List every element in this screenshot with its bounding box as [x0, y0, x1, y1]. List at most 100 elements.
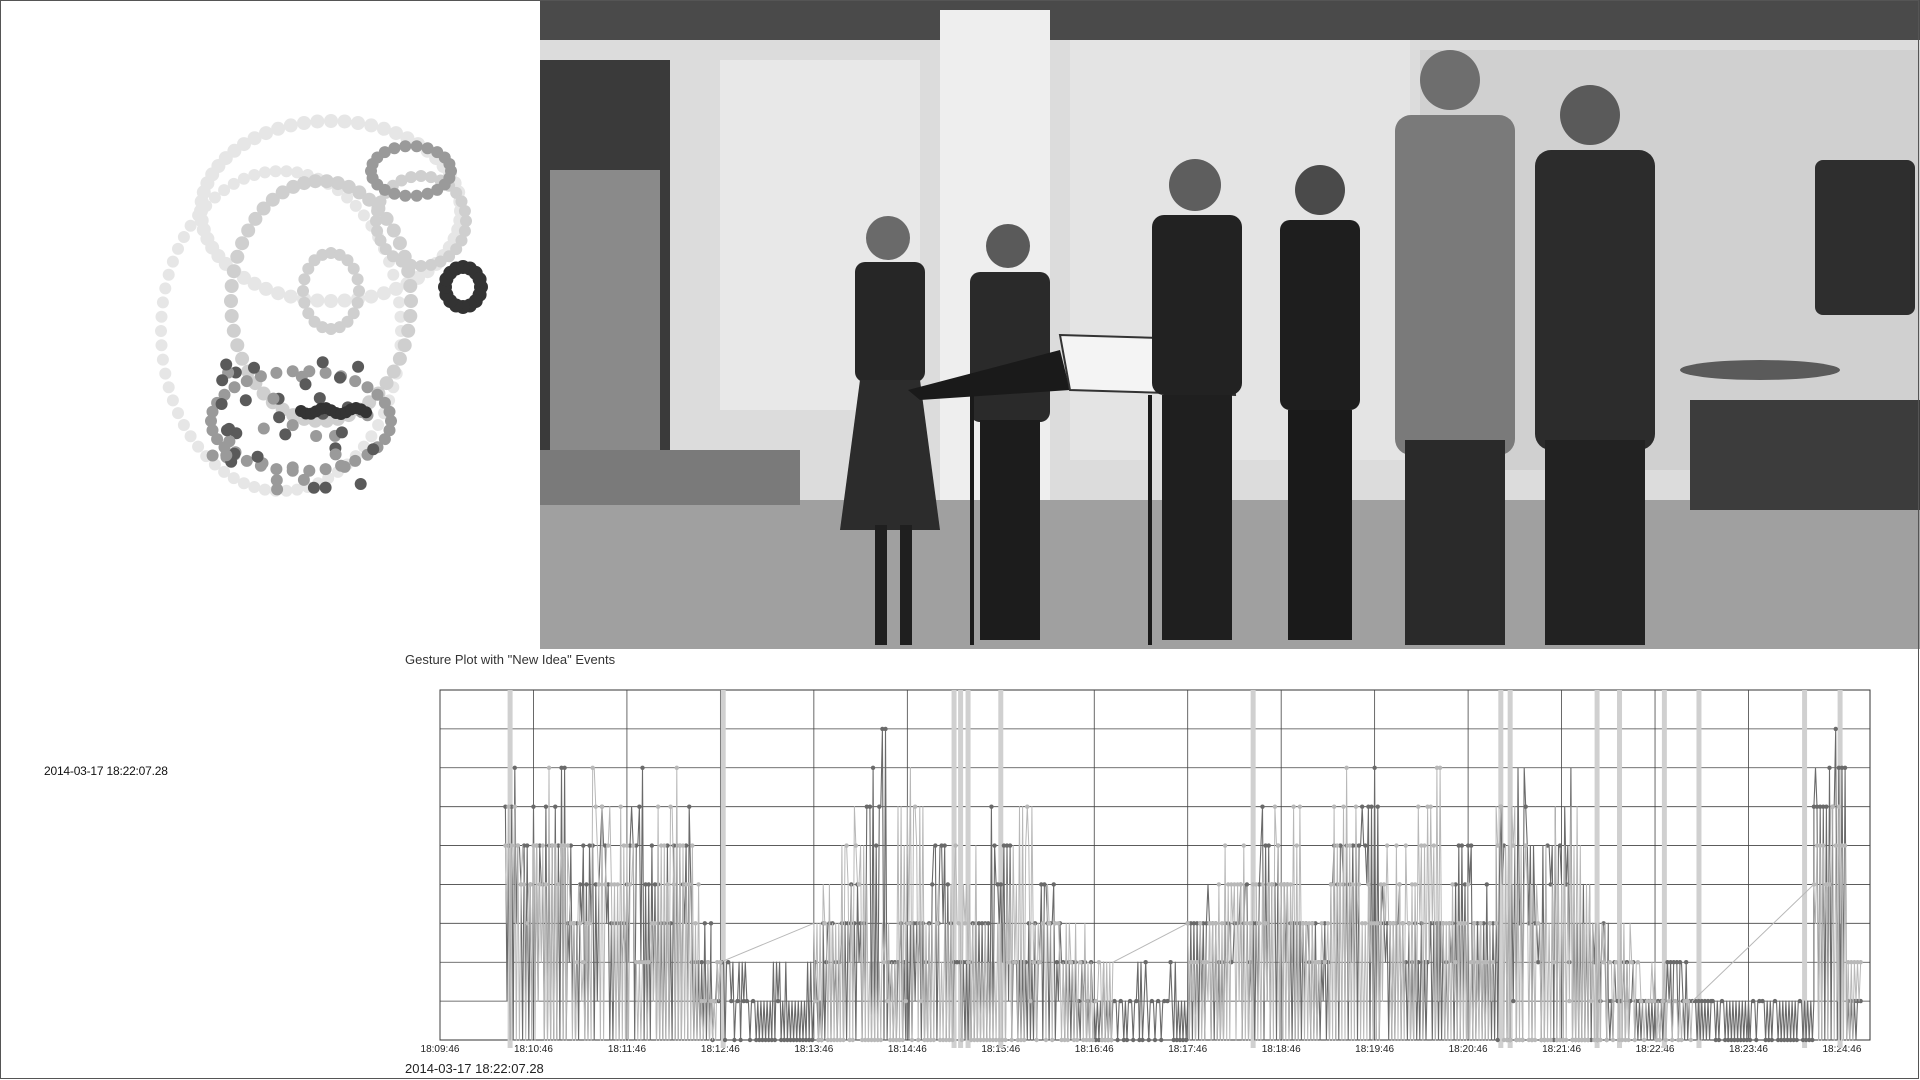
series-point	[1824, 882, 1829, 887]
series-point	[1713, 1037, 1718, 1043]
touch-point	[159, 282, 172, 295]
series-point	[1821, 804, 1826, 809]
series-point	[1699, 998, 1704, 1004]
x-tick-label: 18:12:46	[701, 1044, 740, 1055]
series-point	[1478, 921, 1483, 926]
series-point	[1673, 998, 1678, 1004]
series-point	[1666, 998, 1672, 1004]
series-point	[1254, 882, 1259, 887]
touch-point	[360, 406, 372, 419]
series-point	[1001, 843, 1007, 848]
touch-point	[362, 192, 377, 207]
series-point	[1210, 921, 1215, 926]
series-point	[1137, 1037, 1142, 1043]
series-point	[1269, 882, 1275, 887]
series-point	[556, 843, 561, 848]
series-point	[1511, 843, 1516, 848]
series-point	[634, 960, 639, 965]
series-point	[1484, 882, 1489, 887]
series-point	[1009, 1037, 1014, 1043]
series-point	[1657, 1037, 1662, 1043]
touch-point	[221, 424, 233, 437]
series-point	[584, 921, 589, 926]
x-tick-label: 18:16:46	[1075, 1044, 1114, 1055]
awning	[540, 0, 1920, 40]
series-point	[1247, 921, 1253, 926]
series-point	[976, 921, 982, 926]
series-point	[813, 998, 818, 1004]
touch-point	[319, 174, 334, 189]
touch-point	[206, 405, 219, 418]
series-point	[1803, 1037, 1809, 1043]
touch-point	[184, 219, 197, 232]
touch-point	[310, 114, 325, 129]
series-point	[1757, 998, 1762, 1004]
series-point	[1359, 921, 1365, 926]
touch-point	[353, 285, 365, 297]
series-point	[722, 1037, 728, 1043]
series-point	[1263, 921, 1268, 926]
series-point	[1475, 921, 1480, 926]
series-point	[965, 960, 971, 965]
series-point	[1403, 960, 1408, 965]
touch-point	[324, 114, 338, 128]
touch-point	[297, 285, 309, 297]
touch-point	[370, 215, 382, 227]
series-point	[1338, 843, 1343, 848]
touch-point	[450, 186, 463, 199]
touch-point	[302, 262, 315, 275]
series-point	[1769, 1037, 1775, 1043]
touch-point	[460, 215, 472, 227]
series-point	[794, 1037, 799, 1043]
series-point	[953, 843, 958, 848]
touch-point	[239, 394, 252, 407]
series-point	[989, 804, 994, 809]
series-point	[1185, 921, 1190, 926]
series-point	[1576, 1037, 1581, 1043]
series-point	[646, 882, 651, 887]
series-point	[1297, 804, 1303, 809]
drum-kit	[1690, 400, 1920, 510]
series-point	[1807, 1037, 1812, 1043]
series-point	[1307, 921, 1312, 926]
series-point	[1319, 921, 1324, 926]
series-point	[1598, 1037, 1603, 1043]
series-point	[754, 1037, 759, 1043]
series-point	[549, 843, 555, 848]
touch-point	[172, 407, 184, 420]
series-point	[831, 1037, 837, 1043]
series-point	[1732, 1037, 1737, 1043]
touch-point	[330, 176, 345, 191]
touch-point	[405, 258, 417, 271]
series-point	[1043, 1037, 1049, 1043]
touch-point	[247, 276, 262, 291]
series-point	[1381, 882, 1387, 887]
series-point	[922, 1037, 927, 1043]
touch-point	[208, 191, 221, 204]
touch-point	[269, 165, 282, 178]
series-point	[1744, 1037, 1750, 1043]
touch-point	[224, 309, 239, 323]
series-point	[861, 921, 866, 926]
series-point	[1579, 1037, 1585, 1043]
touch-point	[404, 294, 418, 308]
touch-point	[271, 483, 284, 496]
touch-trace-canvas	[155, 114, 488, 497]
series-point	[1775, 1037, 1781, 1043]
touch-point	[162, 381, 175, 394]
series-point	[797, 1037, 803, 1043]
touch-point	[226, 323, 241, 338]
series-point	[1839, 843, 1845, 848]
series-point	[1501, 1037, 1507, 1043]
touch-point	[458, 225, 471, 237]
touch-point	[267, 392, 280, 405]
series-point	[556, 882, 561, 887]
series-point	[1356, 882, 1362, 887]
series-point	[1222, 843, 1228, 848]
series-point	[1459, 843, 1465, 848]
touch-point	[379, 243, 392, 256]
series-point	[1054, 960, 1060, 965]
series-point	[863, 1037, 868, 1043]
series-point	[1428, 804, 1433, 809]
series-point	[987, 1037, 993, 1043]
